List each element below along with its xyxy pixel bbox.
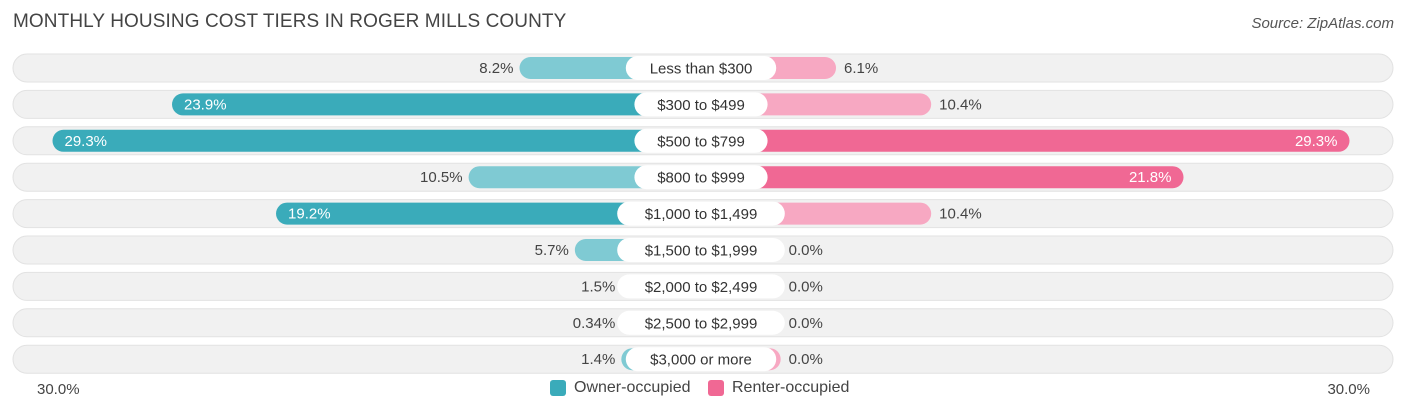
legend-item-renter: Renter-occupied	[708, 379, 849, 397]
owner-bar	[172, 93, 702, 116]
owner-value-label: 23.9%	[184, 96, 227, 113]
owner-bar	[52, 129, 701, 152]
owner-value-label: 8.2%	[479, 60, 513, 77]
category-pill	[617, 201, 785, 226]
owner-value-label: 1.5%	[581, 278, 615, 295]
bar-row: $3,000 or more 1.4% 0.0%	[12, 344, 1394, 374]
renter-value-label: 0.0%	[789, 315, 823, 332]
renter-value-label: 21.8%	[1129, 169, 1172, 186]
renter-value-label: 0.0%	[789, 242, 823, 259]
renter-bar	[701, 166, 1184, 189]
bar-row: $1,000 to $1,499 19.2% 10.4%	[12, 199, 1394, 229]
source-label: Source: ZipAtlas.com	[1251, 15, 1394, 32]
category-label: $1,500 to $1,999	[645, 243, 758, 260]
legend-label-owner: Owner-occupied	[574, 379, 691, 396]
legend-item-owner: Owner-occupied	[550, 379, 691, 397]
category-label: $3,000 or more	[650, 352, 752, 369]
renter-value-label: 6.1%	[844, 60, 878, 77]
legend-swatch-renter	[708, 380, 724, 396]
renter-value-label: 10.4%	[939, 206, 982, 223]
renter-value-label: 0.0%	[789, 351, 823, 368]
owner-bar	[276, 202, 701, 225]
legend-swatch-owner	[550, 380, 566, 396]
category-label: $2,500 to $2,999	[645, 315, 758, 332]
renter-value-label: 29.3%	[1295, 133, 1338, 150]
category-pill	[625, 56, 777, 80]
owner-value-label: 29.3%	[64, 133, 107, 150]
owner-value-label: 0.34%	[573, 315, 616, 332]
bar-row: $2,500 to $2,999 0.34% 0.0%	[12, 308, 1394, 338]
owner-value-label: 10.5%	[420, 169, 463, 186]
category-label: Less than $300	[650, 61, 753, 78]
category-label: $1,000 to $1,499	[645, 206, 758, 223]
category-pill	[634, 165, 768, 190]
bar-row: $500 to $799 29.3% 29.3%	[12, 126, 1394, 156]
owner-value-label: 5.7%	[535, 242, 569, 259]
bar-row: $1,500 to $1,999 5.7% 0.0%	[12, 235, 1394, 265]
owner-value-label: 1.4%	[581, 351, 615, 368]
category-pill	[617, 310, 785, 335]
category-pill	[617, 274, 785, 299]
owner-value-label: 19.2%	[288, 206, 331, 223]
bar-row: Less than $300 8.2% 6.1%	[12, 53, 1394, 83]
category-pill	[634, 128, 768, 153]
renter-bar	[701, 129, 1350, 152]
bar-row: $800 to $999 10.5% 21.8%	[12, 162, 1394, 192]
legend-label-renter: Renter-occupied	[732, 379, 850, 396]
category-pill	[617, 238, 785, 262]
category-label: $500 to $799	[657, 133, 745, 150]
renter-value-label: 10.4%	[939, 96, 982, 113]
bar-row: $300 to $499 23.9% 10.4%	[12, 89, 1394, 119]
category-pill	[634, 92, 768, 117]
bar-row: $2,000 to $2,499 1.5% 0.0%	[12, 271, 1394, 301]
category-label: $300 to $499	[657, 97, 745, 114]
category-label: $800 to $999	[657, 170, 745, 187]
diverging-bar-chart: Less than $300 8.2% 6.1% $300 to $499 23.9% 1…	[12, 53, 1394, 374]
category-label: $2,000 to $2,499	[645, 279, 758, 296]
renter-value-label: 0.0%	[789, 278, 823, 295]
axis-label-right: 30.0%	[1327, 381, 1370, 398]
legend: Owner-occupied Renter-occupied	[0, 379, 1406, 401]
axis-label-left: 30.0%	[37, 381, 80, 398]
category-pill	[625, 347, 777, 372]
chart-title: MONTHLY HOUSING COST TIERS IN ROGER MILL…	[13, 11, 567, 32]
